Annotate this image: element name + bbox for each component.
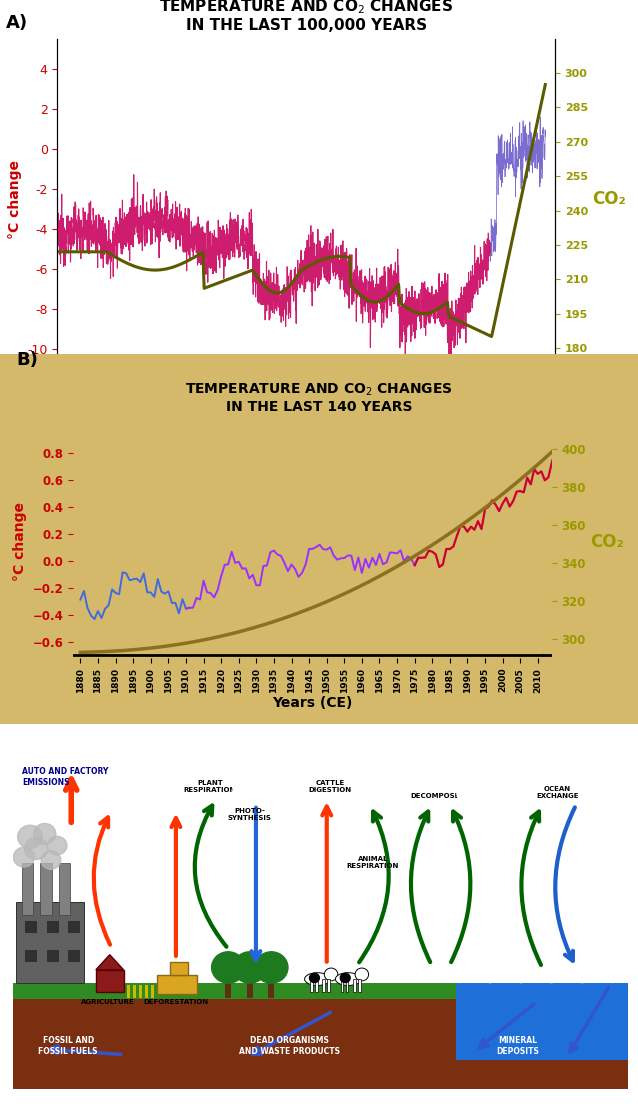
Text: MINERAL
DEPOSITS: MINERAL DEPOSITS <box>496 1036 539 1055</box>
Y-axis label: °C change: °C change <box>8 159 22 239</box>
Title: TEMPERATURE AND CO$_2$ CHANGES
IN THE LAST 100,000 YEARS: TEMPERATURE AND CO$_2$ CHANGES IN THE LA… <box>159 0 454 33</box>
Circle shape <box>340 973 350 982</box>
Bar <box>456 983 632 1061</box>
Bar <box>151 984 154 998</box>
Bar <box>158 975 198 993</box>
X-axis label: Years before the present: Years before the present <box>209 385 404 399</box>
Text: AUTO AND FACTORY
EMISSIONS: AUTO AND FACTORY EMISSIONS <box>22 768 108 786</box>
Text: TEMPERATURE AND CO$_2$ CHANGES
IN THE LAST 140 YEARS: TEMPERATURE AND CO$_2$ CHANGES IN THE LA… <box>185 382 453 414</box>
Circle shape <box>355 968 369 981</box>
Bar <box>47 950 59 961</box>
Bar <box>310 979 313 992</box>
Bar <box>68 921 80 932</box>
Text: C): C) <box>28 750 48 768</box>
Bar <box>170 962 188 975</box>
FancyBboxPatch shape <box>0 351 638 732</box>
Text: PLANT
RESPIRATION: PLANT RESPIRATION <box>184 780 236 793</box>
Bar <box>16 901 84 983</box>
Text: A): A) <box>6 13 29 32</box>
Bar <box>346 979 348 992</box>
Circle shape <box>479 789 498 806</box>
Circle shape <box>244 784 265 804</box>
Text: B): B) <box>16 351 38 369</box>
Bar <box>40 863 52 916</box>
Bar <box>145 984 148 998</box>
Text: DECOMPOSERS: DECOMPOSERS <box>411 793 471 799</box>
Bar <box>341 979 343 992</box>
Y-axis label: °C change: °C change <box>13 502 27 582</box>
Bar <box>225 981 232 998</box>
Bar <box>96 970 124 992</box>
Bar <box>353 979 356 992</box>
Circle shape <box>243 769 276 800</box>
Text: DEAD ORGANISMS
AND WASTE PRODUCTS: DEAD ORGANISMS AND WASTE PRODUCTS <box>239 1036 340 1055</box>
Bar <box>127 984 130 998</box>
Circle shape <box>465 775 493 801</box>
Circle shape <box>13 847 34 867</box>
Bar <box>13 1000 628 1089</box>
Bar <box>133 984 136 998</box>
Circle shape <box>212 952 245 983</box>
Bar <box>139 984 142 998</box>
Bar <box>68 950 80 961</box>
Circle shape <box>18 825 42 848</box>
Bar <box>247 981 253 998</box>
Text: CATTLE
DIGESTION: CATTLE DIGESTION <box>308 780 352 793</box>
Circle shape <box>255 952 288 983</box>
Bar <box>25 921 38 932</box>
Bar <box>327 979 330 992</box>
Bar <box>25 950 38 961</box>
Y-axis label: CO₂: CO₂ <box>592 190 626 208</box>
Bar <box>13 983 462 1000</box>
Bar <box>358 979 360 992</box>
Text: OCEAN
EXCHANGE: OCEAN EXCHANGE <box>537 786 579 799</box>
Text: DEFORESTATION: DEFORESTATION <box>144 1000 209 1005</box>
Bar <box>22 863 33 916</box>
Circle shape <box>478 774 503 799</box>
Text: ANIMAL
RESPIRATION: ANIMAL RESPIRATION <box>346 856 399 869</box>
Circle shape <box>457 782 481 804</box>
Circle shape <box>258 768 289 797</box>
Circle shape <box>41 851 61 869</box>
Circle shape <box>272 775 297 800</box>
X-axis label: Years (CE): Years (CE) <box>272 696 353 710</box>
Y-axis label: CO₂: CO₂ <box>590 533 624 551</box>
Text: AGRICULTURE: AGRICULTURE <box>81 1000 135 1005</box>
Circle shape <box>24 837 48 859</box>
Circle shape <box>466 789 484 805</box>
Circle shape <box>233 952 267 983</box>
Bar <box>315 979 318 992</box>
Ellipse shape <box>304 972 330 985</box>
Bar <box>59 863 70 916</box>
Text: FOSSIL AND
FOSSIL FUELS: FOSSIL AND FOSSIL FUELS <box>38 1036 98 1055</box>
Circle shape <box>309 973 320 982</box>
Text: PHOTO-
SYNTHESIS: PHOTO- SYNTHESIS <box>228 807 272 821</box>
Bar <box>47 921 59 932</box>
Circle shape <box>47 836 67 855</box>
Polygon shape <box>96 954 124 970</box>
Circle shape <box>260 785 282 806</box>
Ellipse shape <box>336 972 361 985</box>
Circle shape <box>34 824 56 844</box>
Circle shape <box>489 781 510 801</box>
Circle shape <box>233 776 262 804</box>
Bar <box>268 981 274 998</box>
Circle shape <box>324 968 338 981</box>
Bar <box>322 979 325 992</box>
